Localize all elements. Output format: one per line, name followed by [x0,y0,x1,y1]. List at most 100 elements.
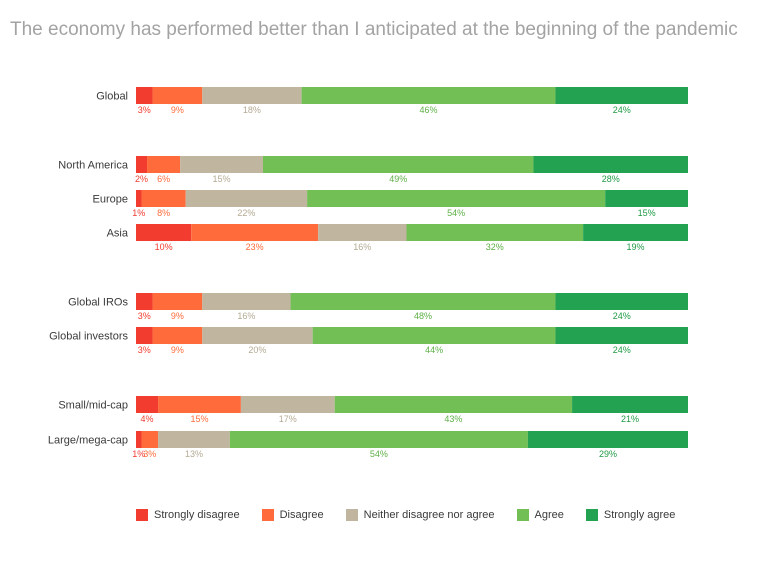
data-label: 6% [157,174,170,184]
bar-segment-disagree [147,156,181,173]
bar-segment-strongly-disagree [136,87,153,104]
data-label: 32% [486,242,504,252]
bar-segment-strongly-disagree [136,156,148,173]
bar-segment-neither-disagree-nor-agree [202,87,302,104]
data-label: 3% [138,105,151,115]
bar-segment-agree [229,431,528,448]
bar-segment-agree [262,156,534,173]
data-label: 8% [157,208,170,218]
data-label: 54% [370,449,388,459]
data-label: 16% [237,311,255,321]
bar-segment-disagree [191,224,319,241]
data-label: 3% [138,345,151,355]
bar-segment-strongly-agree [583,224,688,241]
bar-segment-strongly-agree [572,396,688,413]
legend-label: Disagree [279,509,324,521]
data-label: 13% [185,449,203,459]
chart-legend: Strongly disagree Disagree Neither disagre… [136,509,697,521]
category-label: Small/mid-cap [58,400,128,412]
bar-segment-neither-disagree-nor-agree [202,327,313,344]
bar-segment-strongly-agree [533,156,688,173]
legend-label: Agree [534,509,564,521]
category-label: Global IROs [68,297,128,309]
bar-segment-neither-disagree-nor-agree [158,431,230,448]
data-label: 28% [602,174,620,184]
data-label: 19% [627,242,645,252]
bar-segment-strongly-agree [555,87,688,104]
bar-segment-strongly-disagree [136,190,142,207]
data-label: 2% [135,174,148,184]
legend-swatch [136,509,148,521]
data-label: 9% [171,105,184,115]
legend-label: Neither disagree nor agree [363,509,495,521]
legend-item-neither-disagree-nor-agree: Neither disagree nor agree [345,509,495,521]
data-label: 9% [171,345,184,355]
bar-segment-neither-disagree-nor-agree [180,156,263,173]
bar-row-global-investors: Global investors 3% 9% 20% 44% 24% [49,327,688,355]
data-label: 46% [420,105,438,115]
data-label: 49% [389,174,407,184]
bar-segment-strongly-disagree [136,396,159,413]
legend-item-disagree: Disagree [261,509,324,521]
legend-item-agree: Agree [516,509,564,521]
data-label: 22% [237,208,255,218]
data-label: 43% [444,414,462,424]
legend-label: Strongly disagree [154,509,240,521]
bar-segment-agree [312,327,556,344]
data-label: 1% [132,208,145,218]
legend-swatch [261,509,274,521]
data-label: 54% [447,208,465,218]
data-label: 9% [171,311,184,321]
bar-segment-neither-disagree-nor-agree [240,396,335,413]
bar-segment-agree [307,190,606,207]
data-label: 4% [141,414,154,424]
bar-segment-strongly-agree [555,327,688,344]
data-label: 21% [621,414,639,424]
bar-segment-strongly-agree [555,293,688,310]
data-label: 24% [613,345,631,355]
bar-row-global-iros: Global IROs 3% 9% 16% 48% 24% [68,293,688,321]
legend-item-strongly-disagree: Strongly disagree [136,509,240,521]
bar-segment-agree [406,224,584,241]
bar-segment-disagree [158,396,241,413]
data-label: 3% [138,311,151,321]
legend-swatch [585,509,598,521]
data-label: 10% [155,242,173,252]
category-label: Asia [107,228,129,240]
data-label: 18% [243,105,261,115]
bar-row-large-mega-cap: Large/mega-cap 1%3% 13% 54% 29% [48,431,688,459]
data-label: 17% [279,414,297,424]
data-label: 15% [213,174,231,184]
data-label: 44% [425,345,443,355]
bar-segment-neither-disagree-nor-agree [185,190,308,207]
data-label: 24% [613,105,631,115]
bar-segment-agree [301,87,556,104]
bar-segment-agree [334,396,573,413]
data-label: 24% [613,311,631,321]
data-label: 23% [246,242,264,252]
bar-row-global: Global 3% 9% 18% 46% 24% [96,87,688,115]
bar-segment-strongly-disagree [136,293,153,310]
legend-item-strongly-agree: Strongly agree [585,509,675,521]
bar-row-small-mid-cap: Small/mid-cap 4% 15% 17% 43% 21% [58,396,688,424]
category-label: North America [58,160,129,172]
chart-title: The economy has performed better than I … [10,19,738,40]
bar-row-north-america: North America 2% 6% 15% 49% 28% [58,156,688,184]
category-label: Global investors [49,331,128,343]
legend-swatch [516,509,529,521]
data-label: 3% [143,449,156,459]
bar-segment-strongly-agree [605,190,688,207]
legend-swatch [345,509,358,521]
bar-segment-disagree [152,293,203,310]
data-label: 16% [353,242,371,252]
category-label: Global [96,91,128,103]
bar-segment-strongly-disagree [136,431,142,448]
bar-segment-strongly-disagree [136,224,192,241]
category-label: Large/mega-cap [48,435,128,447]
bar-segment-disagree [141,190,186,207]
bar-row-asia: Asia 10% 23% 16% 32% 19% [107,224,688,252]
data-label: 48% [414,311,432,321]
category-label: Europe [93,194,128,206]
bar-segment-disagree [141,431,159,448]
bar-segment-disagree [152,87,203,104]
